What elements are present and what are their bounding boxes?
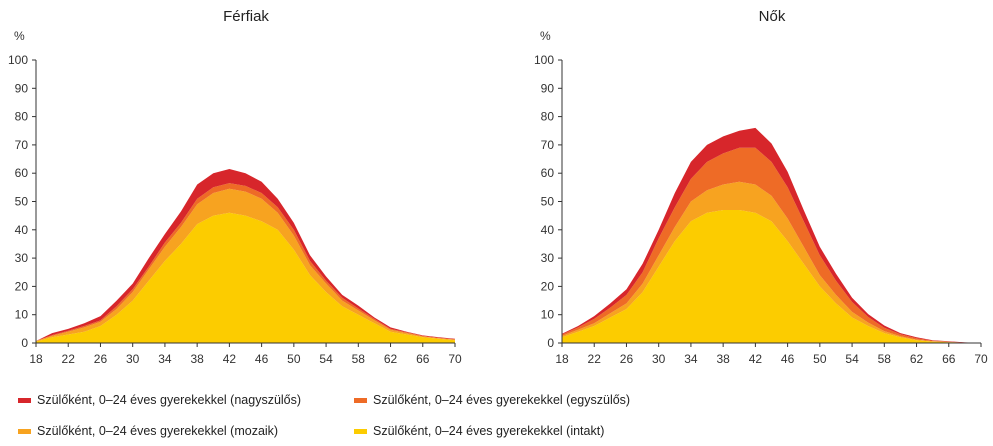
y-tick-label-men-30: 30 — [15, 251, 29, 265]
x-tick-label-men-26: 26 — [94, 352, 108, 366]
x-tick-label-men-42: 42 — [223, 352, 237, 366]
x-tick-label-women-18: 18 — [555, 352, 569, 366]
x-tick-label-women-62: 62 — [910, 352, 924, 366]
x-tick-label-women-66: 66 — [942, 352, 956, 366]
x-tick-label-men-34: 34 — [158, 352, 172, 366]
x-tick-label-women-50: 50 — [813, 352, 827, 366]
legend-swatch-intakt — [354, 428, 367, 434]
x-tick-label-women-34: 34 — [684, 352, 698, 366]
legend-item-intakt: Szülőként, 0–24 éves gyerekekkel (intakt… — [354, 424, 604, 438]
y-tick-label-women-50: 50 — [541, 195, 555, 209]
legend-swatch-mozaik — [18, 428, 31, 434]
x-tick-label-women-30: 30 — [652, 352, 666, 366]
x-tick-label-men-54: 54 — [319, 352, 333, 366]
y-tick-label-men-70: 70 — [15, 138, 29, 152]
x-tick-label-women-70: 70 — [974, 352, 988, 366]
x-tick-label-women-26: 26 — [620, 352, 634, 366]
x-tick-label-men-50: 50 — [287, 352, 301, 366]
x-tick-label-men-18: 18 — [29, 352, 43, 366]
x-tick-label-women-58: 58 — [878, 352, 892, 366]
y-tick-label-women-90: 90 — [541, 81, 555, 95]
legend-label-egyszulos: Szülőként, 0–24 éves gyerekekkel (egyszü… — [373, 393, 631, 407]
y-tick-label-men-10: 10 — [15, 308, 29, 322]
x-tick-label-men-66: 66 — [416, 352, 430, 366]
y-tick-label-women-0: 0 — [547, 336, 554, 350]
y-tick-label-women-100: 100 — [534, 53, 554, 67]
y-tick-label-women-70: 70 — [541, 138, 555, 152]
x-tick-label-men-46: 46 — [255, 352, 269, 366]
legend-item-mozaik: Szülőként, 0–24 éves gyerekekkel (mozaik… — [18, 424, 278, 438]
x-tick-label-men-58: 58 — [352, 352, 366, 366]
y-tick-label-men-20: 20 — [15, 279, 29, 293]
y-tick-label-men-80: 80 — [15, 110, 29, 124]
y-tick-label-men-100: 100 — [8, 53, 28, 67]
chart-title-men: Férfiak — [223, 8, 269, 25]
y-tick-label-women-40: 40 — [541, 223, 555, 237]
y-tick-label-men-50: 50 — [15, 195, 29, 209]
legend-item-nagyszulos: Szülőként, 0–24 éves gyerekekkel (nagysz… — [18, 393, 301, 407]
x-tick-label-women-46: 46 — [781, 352, 795, 366]
x-tick-label-men-22: 22 — [62, 352, 76, 366]
legend-item-egyszulos: Szülőként, 0–24 éves gyerekekkel (egyszü… — [354, 393, 630, 407]
x-tick-label-men-30: 30 — [126, 352, 140, 366]
y-tick-label-women-30: 30 — [541, 251, 555, 265]
x-tick-label-women-42: 42 — [749, 352, 763, 366]
y-tick-label-men-90: 90 — [15, 81, 29, 95]
y-tick-label-women-80: 80 — [541, 110, 555, 124]
legend-label-mozaik: Szülőként, 0–24 éves gyerekekkel (mozaik… — [37, 424, 279, 438]
x-tick-label-women-54: 54 — [845, 352, 859, 366]
y-unit-label-women: % — [540, 29, 551, 43]
area-women-egyszulos — [562, 147, 981, 343]
y-tick-label-men-60: 60 — [15, 166, 29, 180]
x-tick-label-men-38: 38 — [190, 352, 204, 366]
y-unit-label-men: % — [14, 29, 25, 43]
legend-label-intakt: Szülőként, 0–24 éves gyerekekkel (intakt… — [373, 424, 605, 438]
y-tick-label-men-40: 40 — [15, 223, 29, 237]
x-tick-label-women-22: 22 — [588, 352, 602, 366]
x-tick-label-men-62: 62 — [384, 352, 398, 366]
legend-swatch-nagyszulos — [18, 397, 31, 403]
area-women-mozaik — [562, 181, 981, 343]
x-tick-label-men-70: 70 — [448, 352, 462, 366]
y-tick-label-women-10: 10 — [541, 308, 555, 322]
legend-label-nagyszulos: Szülőként, 0–24 éves gyerekekkel (nagysz… — [37, 393, 302, 407]
x-tick-label-women-38: 38 — [716, 352, 730, 366]
y-tick-label-women-20: 20 — [541, 279, 555, 293]
y-tick-label-men-0: 0 — [21, 336, 28, 350]
chart-title-women: Nők — [758, 8, 786, 25]
legend-swatch-egyszulos — [354, 397, 367, 403]
area-women-intakt — [562, 210, 981, 343]
y-tick-label-women-60: 60 — [541, 166, 555, 180]
